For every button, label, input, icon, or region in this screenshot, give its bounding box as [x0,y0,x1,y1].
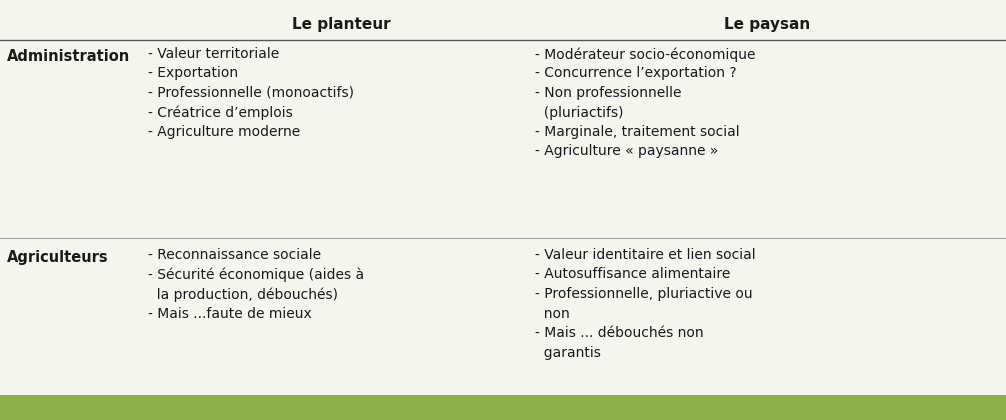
Text: - Agriculture moderne: - Agriculture moderne [148,125,300,139]
Text: (pluriactifs): (pluriactifs) [535,105,624,120]
Text: - Sécurité économique (aides à: - Sécurité économique (aides à [148,268,364,282]
Text: - Créatrice d’emplois: - Créatrice d’emplois [148,105,293,120]
Text: - Agriculture « paysanne »: - Agriculture « paysanne » [535,144,718,158]
Text: - Professionnelle, pluriactive ou: - Professionnelle, pluriactive ou [535,287,752,301]
Text: la production, débouchés): la production, débouchés) [148,287,338,302]
Text: Le paysan: Le paysan [724,18,811,32]
Text: - Professionnelle (monoactifs): - Professionnelle (monoactifs) [148,86,354,100]
Text: - Autosuffisance alimentaire: - Autosuffisance alimentaire [535,268,730,281]
Text: Administration: Administration [7,49,130,64]
Text: - Valeur identitaire et lien social: - Valeur identitaire et lien social [535,248,756,262]
Text: - Non professionnelle: - Non professionnelle [535,86,681,100]
Text: - Exportation: - Exportation [148,66,238,81]
Text: Le planteur: Le planteur [292,18,390,32]
Text: garantis: garantis [535,346,601,360]
Text: - Modérateur socio-économique: - Modérateur socio-économique [535,47,756,61]
Text: non: non [535,307,569,320]
Text: - Mais ...faute de mieux: - Mais ...faute de mieux [148,307,312,320]
Text: Agriculteurs: Agriculteurs [7,250,109,265]
Bar [0,395,1006,420]
Text: - Valeur territoriale: - Valeur territoriale [148,47,280,61]
Text: - Reconnaissance sociale: - Reconnaissance sociale [148,248,321,262]
Text: - Marginale, traitement social: - Marginale, traitement social [535,125,739,139]
Text: - Concurrence l’exportation ?: - Concurrence l’exportation ? [535,66,736,81]
Text: - Mais ... débouchés non: - Mais ... débouchés non [535,326,703,340]
